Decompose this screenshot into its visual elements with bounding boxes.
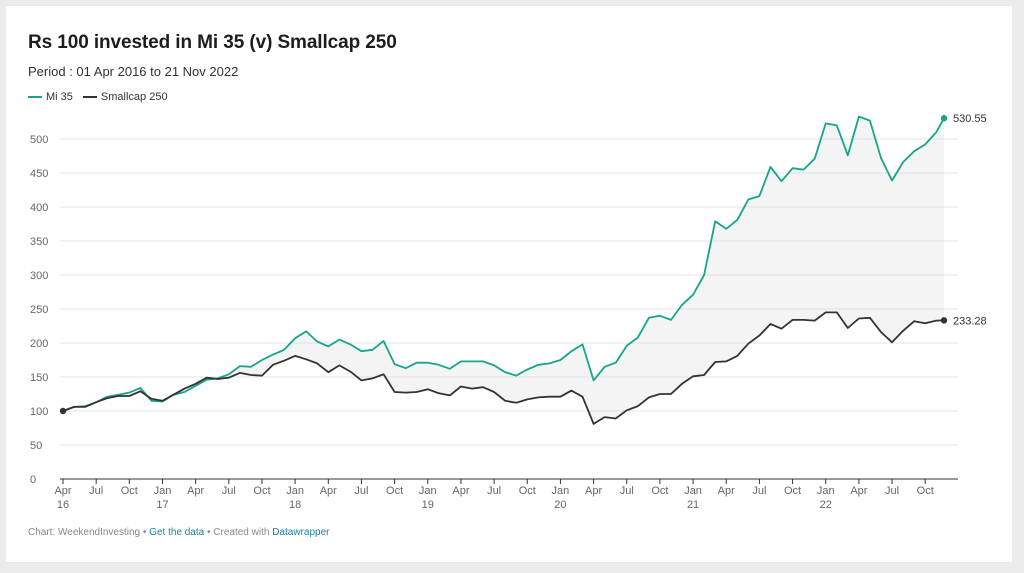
y-tick-label: 500 [30, 134, 48, 146]
legend-swatch-mi35 [28, 96, 42, 98]
chart-title: Rs 100 invested in Mi 35 (v) Smallcap 25… [28, 32, 397, 53]
chart-card [6, 6, 1012, 562]
chart-legend: Mi 35 Smallcap 250 [28, 91, 178, 103]
x-tick-year-label: 19 [422, 499, 434, 511]
legend-swatch-smallcap [82, 96, 97, 98]
y-tick-label: 100 [30, 406, 48, 418]
x-tick-year-label: 22 [820, 499, 832, 511]
y-tick-label: 50 [30, 440, 42, 452]
datawrapper-link[interactable]: Datawrapper [272, 527, 330, 538]
y-tick-label: 250 [30, 304, 48, 316]
x-tick-label: Oct [121, 485, 138, 497]
start-dot [59, 407, 67, 415]
smallcap-line [62, 311, 945, 425]
x-tick-label: Oct [519, 485, 536, 497]
x-tick-label: Jul [89, 485, 103, 497]
x-tick-year-label: 20 [554, 499, 566, 511]
legend-item-mi35: Mi 35 [28, 91, 73, 103]
x-tick-label: Jan [552, 485, 570, 497]
x-tick-label: Apr [452, 485, 469, 497]
x-tick-label: Oct [253, 485, 270, 497]
x-tick-label: Apr [585, 485, 602, 497]
x-tick-label: Apr [850, 485, 867, 497]
x-tick-label: Jul [222, 485, 236, 497]
y-tick-label: 200 [30, 338, 48, 350]
x-tick-label: Apr [187, 485, 204, 497]
y-tick-label: 400 [30, 202, 48, 214]
smallcap-end-dot [940, 317, 948, 324]
y-tick-label: 0 [30, 474, 36, 486]
x-tick-label: Jul [487, 485, 501, 497]
mi35-end-dot [940, 115, 948, 122]
legend-label-smallcap: Smallcap 250 [100, 91, 168, 103]
footer-credit: Chart: WeekendInvesting • [28, 527, 150, 538]
x-tick-label: Oct [651, 485, 668, 497]
x-tick-label: Jan [684, 485, 702, 497]
range-area [63, 116, 944, 424]
x-tick-label: Jan [154, 485, 172, 497]
y-tick-label: 350 [30, 236, 48, 248]
smallcap-end-label: 233.28 [953, 315, 987, 327]
footer-created-with: • Created with [204, 527, 273, 538]
x-tick-label: Oct [386, 485, 403, 497]
y-tick-label: 300 [30, 270, 48, 282]
y-tick-label: 150 [30, 372, 48, 384]
mi35-line [62, 115, 945, 412]
x-tick-label: Apr [718, 485, 735, 497]
x-tick-label: Oct [917, 485, 934, 497]
chart-footer: Chart: WeekendInvesting • Get the data •… [28, 527, 329, 538]
x-tick-label: Apr [54, 485, 71, 497]
legend-label-mi35: Mi 35 [46, 91, 73, 103]
x-tick-year-label: 17 [156, 499, 168, 511]
x-tick-label: Oct [784, 485, 801, 497]
y-tick-label: 450 [30, 168, 48, 180]
x-tick-label: Jul [354, 485, 368, 497]
x-tick-year-label: 18 [289, 499, 301, 511]
x-tick-label: Jul [752, 485, 766, 497]
x-tick-label: Jan [286, 485, 304, 497]
x-tick-label: Jan [817, 485, 835, 497]
chart-subtitle: Period : 01 Apr 2016 to 21 Nov 2022 [28, 64, 239, 79]
legend-item-smallcap: Smallcap 250 [82, 91, 168, 103]
x-tick-year-label: 21 [687, 499, 699, 511]
x-tick-label: Apr [320, 485, 337, 497]
x-tick-label: Jul [885, 485, 899, 497]
x-tick-label: Jan [419, 485, 437, 497]
x-tick-year-label: 16 [57, 499, 69, 511]
mi35-end-label: 530.55 [953, 113, 987, 125]
x-tick-label: Jul [620, 485, 634, 497]
get-data-link[interactable]: Get the data [149, 527, 205, 538]
